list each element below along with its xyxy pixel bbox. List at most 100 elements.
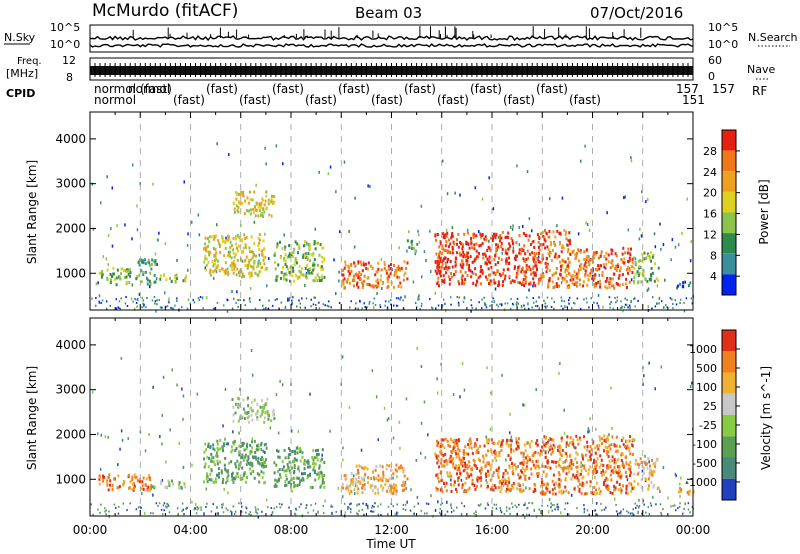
echo-cell <box>457 464 460 468</box>
power-heatmap <box>91 142 695 313</box>
echo-cell <box>235 252 238 256</box>
echo-cell <box>617 449 619 453</box>
echo-cell <box>257 461 260 465</box>
echo-cell <box>353 278 356 282</box>
ground-cell <box>396 304 399 307</box>
echo-cell <box>248 246 251 250</box>
ground-cell <box>314 502 317 505</box>
echo-cell <box>624 470 627 474</box>
echo-cell <box>490 236 493 240</box>
echo-cell <box>214 254 217 257</box>
echo-cell <box>615 449 618 453</box>
ground-cell <box>458 304 460 307</box>
scatter-cell <box>498 235 500 239</box>
echo-cell <box>235 197 238 201</box>
echo-cell <box>613 484 616 488</box>
echo-cell <box>507 454 510 457</box>
echo-cell <box>582 457 584 461</box>
echo-cell <box>497 466 500 470</box>
echo-cell <box>517 266 520 270</box>
scatter-cell <box>510 435 513 439</box>
echo-cell <box>473 234 476 238</box>
echo-cell <box>505 489 508 493</box>
echo-cell <box>263 262 266 266</box>
echo-cell <box>215 265 218 269</box>
echo-cell <box>395 486 398 490</box>
echo-cell <box>495 243 498 247</box>
ground-cell <box>294 513 297 516</box>
echo-cell <box>647 484 650 488</box>
echo-cell <box>133 482 136 486</box>
scatter-cell <box>647 198 649 201</box>
ground-cell <box>322 303 325 306</box>
ground-cell <box>330 306 332 309</box>
echo-cell <box>611 491 614 495</box>
echo-cell <box>605 251 608 255</box>
ground-cell <box>278 307 280 310</box>
ground-cell <box>359 300 361 303</box>
echo-cell <box>550 259 553 262</box>
echo-cell <box>688 490 691 493</box>
ground-cell <box>527 307 530 310</box>
scatter-cell <box>314 227 316 231</box>
echo-cell <box>261 214 264 218</box>
ground-cell <box>626 298 628 301</box>
echo-cell <box>160 480 163 484</box>
echo-cell <box>631 270 634 274</box>
echo-cell <box>465 452 468 455</box>
echo-cell <box>375 465 378 469</box>
ground-cell <box>248 513 250 516</box>
echo-cell <box>207 465 210 469</box>
scatter-cell <box>329 165 332 169</box>
echo-cell <box>512 242 515 245</box>
scatter-cell <box>132 163 134 167</box>
scatter-cell <box>474 186 477 190</box>
ground-cell <box>371 506 373 509</box>
scatter-cell <box>564 305 566 309</box>
scatter-cell <box>107 435 109 439</box>
echo-cell <box>138 263 141 267</box>
ground-cell <box>396 304 398 307</box>
echo-cell <box>296 451 299 455</box>
echo-cell <box>249 452 252 456</box>
echo-cell <box>377 478 380 482</box>
echo-cell <box>123 479 126 483</box>
ground-cell <box>177 512 179 515</box>
echo-cell <box>350 489 353 493</box>
echo-cell <box>551 488 554 492</box>
ground-cell <box>462 300 465 303</box>
echo-cell <box>223 254 226 258</box>
echo-cell <box>267 202 270 206</box>
scatter-cell <box>418 240 421 244</box>
echo-cell <box>511 469 514 473</box>
echo-cell <box>109 278 112 282</box>
echo-cell <box>371 284 374 288</box>
echo-cell <box>235 273 238 277</box>
scatter-cell <box>164 242 167 246</box>
echo-cell <box>548 269 551 273</box>
scatter-cell <box>501 251 503 255</box>
echo-cell <box>630 485 633 489</box>
echo-cell <box>576 452 579 456</box>
echo-cell <box>629 465 632 469</box>
echo-cell <box>549 444 552 448</box>
echo-cell <box>527 256 530 260</box>
echo-cell <box>439 250 442 254</box>
ground-cell <box>395 297 398 300</box>
scatter-cell <box>654 387 656 391</box>
scatter-cell <box>509 431 511 435</box>
echo-cell <box>218 269 221 273</box>
echo-cell <box>445 481 448 485</box>
echo-cell <box>175 273 178 277</box>
echo-cell <box>467 452 470 456</box>
ground-cell <box>590 297 592 300</box>
echo-cell <box>113 477 116 481</box>
ground-cell <box>429 298 431 301</box>
echo-cell <box>241 275 244 279</box>
echo-cell <box>298 483 301 486</box>
echo-cell <box>512 486 515 490</box>
nsky-trace <box>89 35 694 42</box>
echo-cell <box>174 275 177 279</box>
echo-cell <box>516 487 519 491</box>
scatter-cell <box>354 196 356 200</box>
